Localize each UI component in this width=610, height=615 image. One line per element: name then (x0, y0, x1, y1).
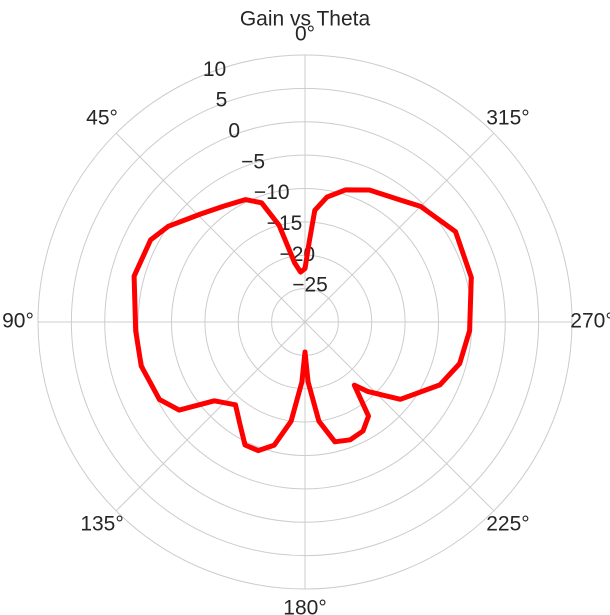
grid-spoke (304, 132, 495, 323)
grid-spoke (304, 321, 495, 512)
gain-line (131, 187, 474, 454)
r-tick-label: −25 (292, 274, 328, 297)
theta-tick-label: 45° (86, 107, 118, 130)
r-tick-label: 0 (228, 120, 240, 143)
theta-tick-label: 0° (295, 23, 315, 46)
theta-tick-label: 225° (486, 512, 529, 535)
grid-spoke (115, 321, 306, 512)
chart-title: Gain vs Theta (240, 8, 371, 31)
r-tick-label: −5 (241, 150, 265, 173)
r-tick-label: 10 (203, 58, 226, 81)
theta-tick-label: 90° (2, 310, 34, 333)
r-tick-label: −10 (254, 181, 290, 204)
theta-tick-label: 135° (80, 512, 123, 535)
r-tick-label: 5 (216, 89, 228, 112)
theta-tick-label: 270° (570, 310, 610, 333)
grid-spoke (115, 132, 306, 323)
theta-tick-label: 315° (486, 107, 529, 130)
theta-tick-label: 180° (283, 597, 326, 615)
